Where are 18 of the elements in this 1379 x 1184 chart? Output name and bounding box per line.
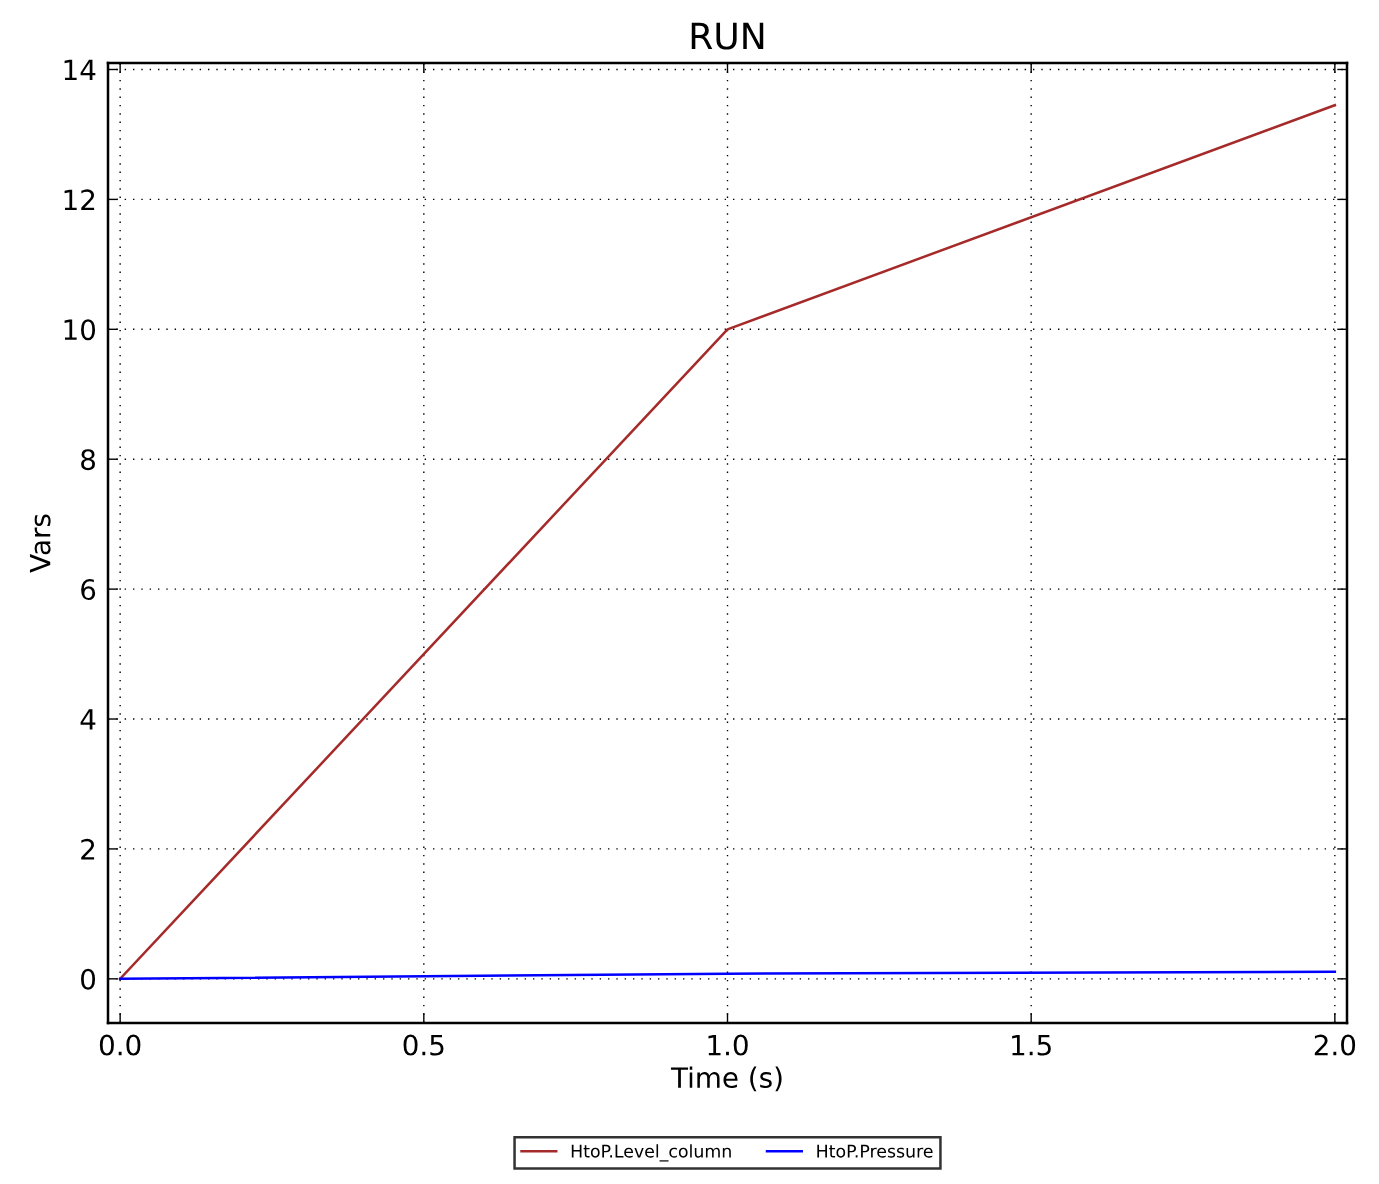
chart-title: RUN: [691, 22, 764, 50]
y-tick-label: 6: [81, 579, 96, 601]
y-tick-label: 12: [64, 189, 95, 210]
x-tick-label: 1.5: [1012, 1034, 1051, 1056]
legend-label: HtoP.Level_column: [571, 1144, 731, 1162]
x-tick-label: 2.0: [1314, 1034, 1356, 1056]
y-tick-label: 10: [64, 319, 96, 341]
legend-label: HtoP.Pressure: [817, 1144, 933, 1158]
y-tick-label: 0: [81, 968, 96, 990]
y-tick-label: 2: [81, 838, 95, 860]
x-tick-label: 1.0: [708, 1034, 748, 1056]
y-tick-label: 8: [81, 449, 95, 471]
y-tick-label: 4: [80, 709, 96, 730]
y-axis-title: Vars: [29, 514, 51, 573]
y-tick-label: 14: [64, 59, 96, 81]
x-axis-title: Time (s): [670, 1066, 782, 1092]
x-tick-label: 0.5: [403, 1034, 444, 1056]
x-tick-label: 0.0: [99, 1034, 141, 1056]
